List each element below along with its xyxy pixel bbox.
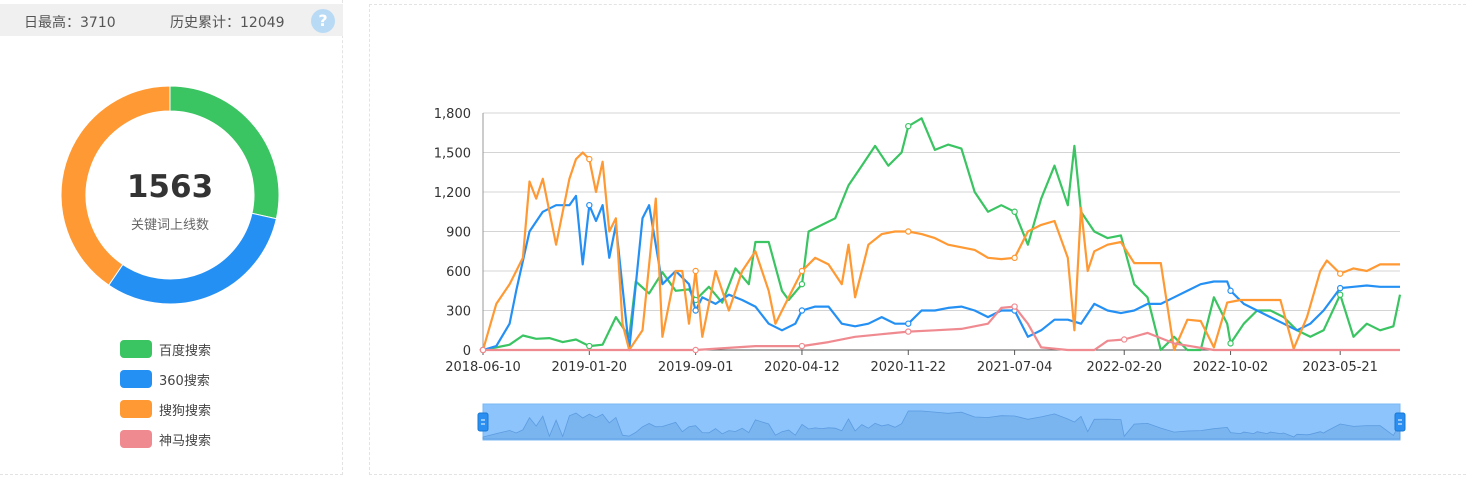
x-tick-label: 2022-02-20 — [1086, 360, 1162, 375]
y-tick-label: 1,200 — [434, 186, 471, 201]
zoom-handle-right[interactable] — [1394, 412, 1406, 432]
stats-bar: 日最高：3710 历史累计：12049 ? — [0, 4, 343, 36]
legend-label: 神马搜索 — [159, 433, 212, 449]
x-tick-label: 2019-09-01 — [658, 360, 734, 375]
series-point[interactable] — [586, 201, 593, 209]
daily-max-stat: 日最高：3710 — [24, 15, 116, 31]
trend-line-chart: 0 300 600 900 1,200 1,500 1,800 2018-06-10 2019-… — [434, 107, 1406, 441]
series-point[interactable] — [798, 307, 806, 314]
x-tick-label: 2019-01-20 — [552, 360, 628, 375]
history-total-stat: 历史累计：12049 — [170, 15, 285, 31]
series-point[interactable] — [1011, 208, 1018, 215]
y-tick-label: 0 — [463, 344, 471, 359]
x-tick-label: 2020-11-22 — [870, 360, 946, 375]
x-tick-label: 2023-05-21 — [1302, 360, 1378, 375]
series-line-2[interactable] — [481, 151, 1400, 352]
donut-legend: 百度搜索 360搜索 搜狗搜索 神马搜索 — [120, 334, 211, 454]
series-point[interactable] — [586, 342, 593, 350]
legend-swatch — [120, 400, 152, 418]
series-point[interactable] — [798, 342, 806, 350]
x-tick-label: 2018-06-10 — [445, 360, 521, 375]
legend-swatch — [120, 370, 152, 388]
series-line-0[interactable] — [482, 117, 1402, 352]
x-tick-label: 2021-07-04 — [977, 360, 1053, 375]
y-tick-label: 300 — [446, 305, 471, 320]
series-point[interactable] — [692, 346, 699, 354]
y-tick-label: 1,500 — [434, 147, 471, 162]
zoom-slider-preview — [482, 410, 1401, 440]
series-point[interactable] — [798, 280, 806, 288]
series-point[interactable] — [905, 228, 912, 235]
series-point[interactable] — [479, 346, 487, 354]
series-point[interactable] — [905, 328, 912, 335]
series-point[interactable] — [1336, 270, 1344, 277]
donut-chart: 1563 关键词上线数 — [60, 85, 280, 305]
legend-label: 360搜索 — [159, 373, 210, 389]
series-point[interactable] — [1121, 336, 1128, 343]
donut-center-label: 关键词上线数 — [131, 218, 209, 233]
legend-item-baidu[interactable]: 百度搜索 — [120, 334, 211, 364]
series-point[interactable] — [905, 320, 912, 327]
series-point[interactable] — [692, 267, 699, 275]
series-point[interactable] — [1336, 291, 1344, 298]
series-point[interactable] — [1227, 287, 1234, 294]
legend-swatch — [120, 430, 152, 448]
legend-item-360[interactable]: 360搜索 — [120, 364, 211, 394]
x-tick-label: 2020-04-12 — [764, 360, 840, 375]
legend-swatch — [120, 340, 152, 358]
trend-panel: 0 300 600 900 1,200 1,500 1,800 2018-06-10 2019-… — [369, 4, 1466, 475]
series-point[interactable] — [1011, 303, 1018, 310]
y-tick-label: 900 — [446, 226, 471, 241]
series-line-1[interactable] — [482, 194, 1400, 352]
series-point[interactable] — [905, 122, 912, 130]
donut-slice-2[interactable] — [60, 85, 171, 286]
summary-panel: 日最高：3710 历史累计：12049 ? 1563 关键词上线数 百度搜索 3… — [0, 0, 343, 475]
series-point[interactable] — [1227, 340, 1234, 347]
series-point[interactable] — [1336, 284, 1344, 292]
legend-item-shenma[interactable]: 神马搜索 — [120, 424, 211, 454]
help-icon[interactable]: ? — [311, 9, 335, 33]
series-point[interactable] — [798, 267, 806, 275]
legend-label: 百度搜索 — [159, 343, 212, 359]
y-tick-label: 600 — [446, 265, 471, 280]
zoom-handle-left[interactable] — [477, 412, 489, 432]
legend-label: 搜狗搜索 — [159, 403, 212, 419]
series-point[interactable] — [586, 155, 593, 163]
series-line-3[interactable] — [483, 305, 1400, 352]
donut-center-value: 1563 — [127, 169, 213, 205]
y-tick-label: 1,800 — [434, 107, 471, 122]
x-tick-label: 2022-10-02 — [1193, 360, 1269, 375]
legend-item-sogou[interactable]: 搜狗搜索 — [120, 394, 211, 424]
series-point[interactable] — [692, 307, 699, 314]
series-point[interactable] — [1011, 254, 1018, 262]
